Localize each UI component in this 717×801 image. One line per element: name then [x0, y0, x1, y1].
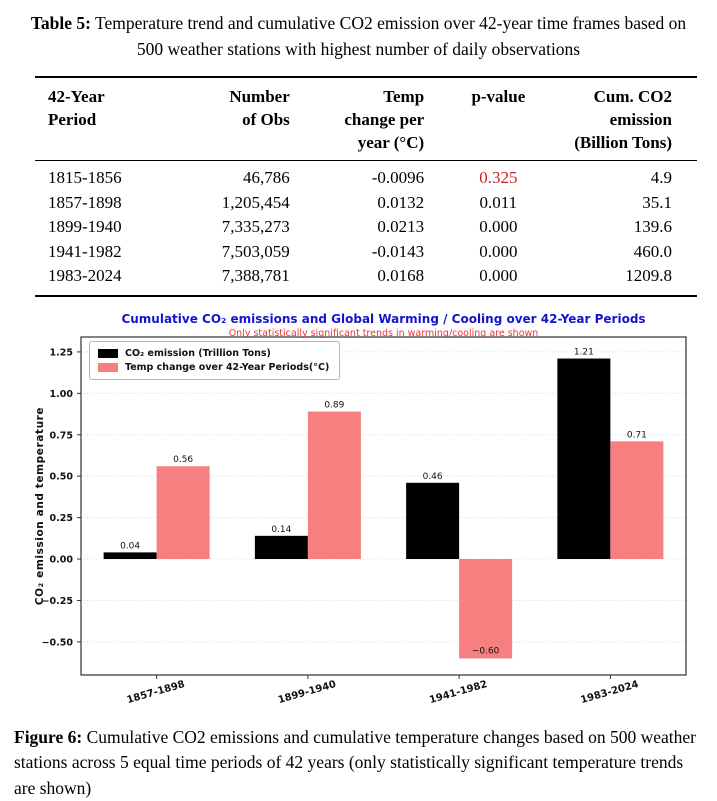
bar-co2	[557, 358, 611, 559]
table-cell: 7,503,059	[221, 241, 290, 261]
y-tick-label: 1.00	[50, 389, 74, 400]
table-cell: -0.0096	[371, 168, 425, 187]
table-body: 1815-1856 46,786 -0.0096 0.325 4.9 1857-1898 1…	[35, 161, 697, 296]
table-cell: 0.0132	[377, 192, 425, 212]
table-header: 42-Year Period Number of Obs Temp change per y…	[35, 77, 697, 161]
table-caption-label: Table 5:	[30, 13, 91, 33]
chart-title: Cumulative CO₂ emissions and Global Warm…	[121, 311, 646, 326]
table-cell: 460.0	[633, 241, 672, 261]
y-axis-label: CO₂ emission and temperature	[34, 406, 46, 606]
figure-caption: Figure 6: Cumulative CO2 emissions and c…	[14, 725, 699, 801]
x-tick-label: 1899-1940	[277, 679, 338, 706]
bar-temp	[156, 466, 210, 559]
table-cell: 1857-1898	[48, 192, 122, 212]
bar-temp	[307, 411, 361, 559]
table-cell: 139.6	[633, 217, 672, 237]
table-cell: 0.000	[479, 266, 518, 286]
figure-caption-label: Figure 6:	[14, 726, 83, 747]
legend-row-co2: CO₂ emission (Trillion Tons)	[98, 348, 329, 359]
table-caption-text: Temperature trend and cumulative CO2 emi…	[95, 13, 687, 59]
table-cell: 0.0213	[377, 217, 425, 237]
table-cell: 46,786	[243, 168, 290, 187]
table-cell: 0.011	[479, 192, 518, 212]
y-tick-label: 1.25	[50, 347, 73, 358]
table-cell: 0.325	[479, 168, 518, 187]
table-row: 1815-1856 46,786 -0.0096 0.325 4.9	[35, 161, 697, 191]
table-cell: 7,388,781	[221, 266, 290, 286]
column-header: 42-Year Period	[48, 87, 105, 129]
bar-value-label: 0.14	[271, 525, 291, 535]
table-cell: 1209.8	[625, 266, 672, 286]
y-tick-label: −0.50	[42, 637, 74, 648]
table-cell: 1815-1856	[48, 168, 122, 187]
table-row: 1899-1940 7,335,273 0.0213 0.000 139.6	[35, 215, 697, 240]
x-tick-label: 1941-1982	[428, 679, 489, 706]
data-table: 42-Year Period Number of Obs Temp change per y…	[35, 76, 697, 297]
table-row: 1941-1982 7,503,059 -0.0143 0.000 460.0	[35, 240, 697, 265]
bar-value-label: 0.56	[173, 455, 193, 465]
y-tick-label: −0.25	[42, 596, 73, 607]
bar-co2	[254, 535, 308, 559]
legend-label-co2: CO₂ emission (Trillion Tons)	[125, 347, 271, 359]
chart-canvas: 0.04 0.56 1857-1898 0.14 0.89 1899-1940 0.46 −0…	[42, 336, 687, 706]
legend-row-temp: Temp change over 42-Year Periods(°C)	[98, 362, 329, 373]
bar-value-label: 0.89	[324, 401, 344, 411]
bar-temp	[610, 441, 664, 559]
table-cell: -0.0143	[371, 241, 425, 261]
y-tick-label: 0.75	[50, 430, 73, 441]
table-cell: 35.1	[642, 192, 672, 212]
table-cell: 1899-1940	[48, 217, 122, 237]
bar-co2	[103, 552, 157, 559]
bar-value-label: 0.04	[120, 541, 140, 551]
table-cell: 7,335,273	[221, 217, 290, 237]
bar-value-label: 1.21	[574, 348, 594, 358]
table-cell: 1,205,454	[221, 192, 290, 212]
column-header: Number of Obs	[229, 87, 290, 129]
table-row: 1857-1898 1,205,454 0.0132 0.011 35.1	[35, 191, 697, 216]
table-cell: 1941-1982	[48, 241, 122, 261]
table-cell: 4.9	[650, 168, 672, 187]
y-tick-label: 0.25	[50, 513, 73, 524]
plot-border	[80, 336, 687, 676]
chart-subtitle: Only statistically significant trends in…	[228, 327, 539, 339]
table-cell: 1983-2024	[48, 266, 122, 286]
x-tick-label: 1857-1898	[126, 679, 187, 706]
column-header: p-value	[471, 87, 526, 106]
figure-caption-text: Cumulative CO2 emissions and cumulative …	[14, 726, 697, 798]
x-tick-label: 1983-2024	[579, 679, 640, 706]
chart-figure: 0.04 0.56 1857-1898 0.14 0.89 1899-1940 0.46 −0…	[11, 311, 706, 719]
bar-value-label: −0.60	[472, 646, 500, 656]
y-tick-label: 0.50	[50, 472, 74, 483]
chart-legend: CO₂ emission (Trillion Tons) Temp change…	[89, 340, 341, 380]
legend-label-temp: Temp change over 42-Year Periods(°C)	[125, 361, 330, 373]
legend-swatch-temp	[98, 362, 118, 372]
bar-co2	[406, 482, 460, 559]
table-cell: 0.000	[479, 217, 518, 237]
table-cell: 0.0168	[377, 266, 425, 286]
table-cell: 0.000	[479, 241, 518, 261]
column-header: Cum. CO2 emission (Billion Tons)	[574, 87, 672, 152]
table-row: 1983-2024 7,388,781 0.0168 0.000 1209.8	[35, 264, 697, 296]
table-caption: Table 5: Temperature trend and cumulativ…	[22, 10, 695, 62]
y-tick-label: 0.00	[50, 554, 74, 565]
legend-swatch-co2	[98, 348, 118, 358]
column-header: Temp change per year (°C)	[344, 87, 425, 152]
bar-value-label: 0.71	[627, 430, 647, 440]
bar-temp	[459, 558, 513, 659]
page: { "table_caption": { "label": "Table 5:"…	[0, 10, 717, 798]
bar-value-label: 0.46	[423, 472, 443, 482]
